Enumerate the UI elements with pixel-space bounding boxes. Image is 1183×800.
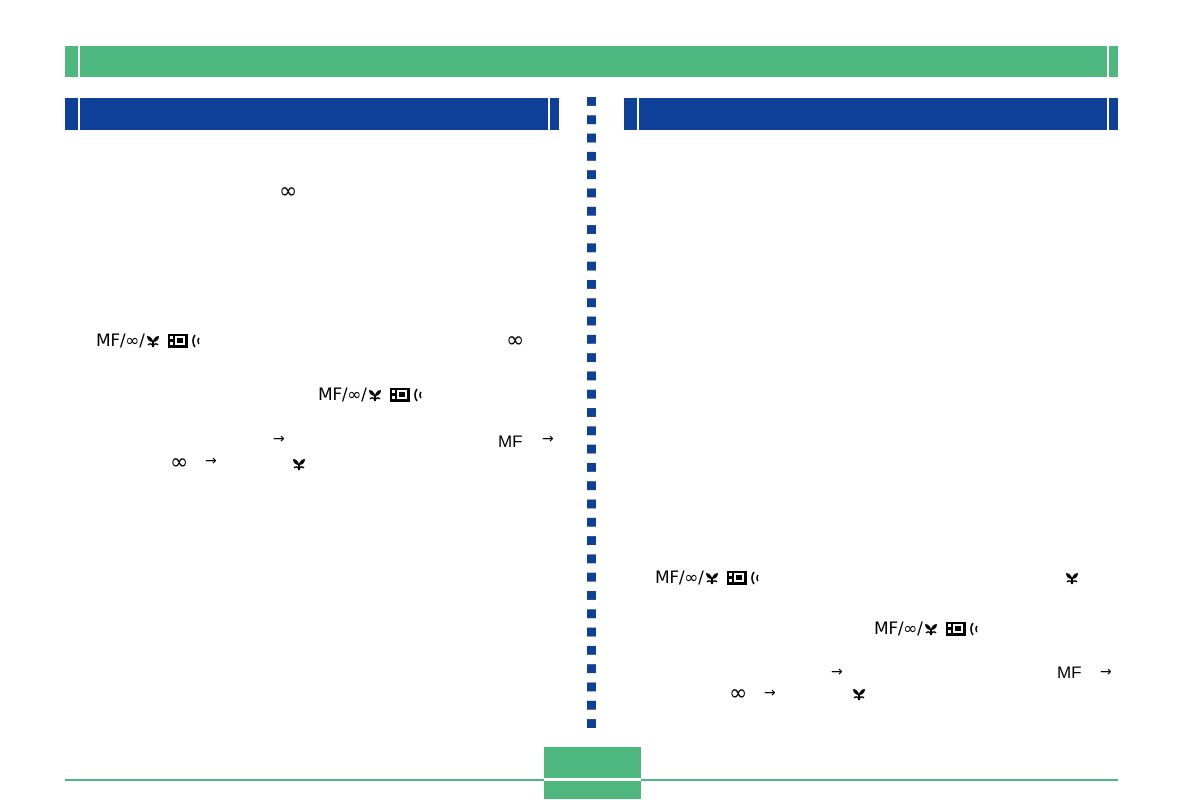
infinity-symbol: ∞ bbox=[170, 450, 189, 475]
arrow-symbol: → bbox=[764, 685, 776, 701]
arrow-symbol: → bbox=[542, 431, 554, 447]
arrow-symbol: → bbox=[205, 453, 217, 469]
infinity-symbol: ∞ bbox=[506, 328, 525, 353]
arrow-symbol: → bbox=[1100, 664, 1112, 680]
page-number-tab bbox=[544, 747, 641, 799]
lcd-monitor-icon bbox=[726, 571, 747, 585]
macro-flower-icon bbox=[293, 459, 305, 471]
footer-rule-left bbox=[65, 779, 544, 781]
macro-flower-icon bbox=[705, 573, 718, 585]
focus-button-combo: MF/∞/ bbox=[874, 619, 981, 639]
sound-wave-icon bbox=[413, 388, 422, 402]
column-divider bbox=[587, 97, 596, 737]
sound-wave-icon bbox=[969, 622, 978, 636]
left-section-header-bar bbox=[65, 98, 559, 130]
focus-combo-label: MF/∞/ bbox=[318, 385, 367, 405]
right-section-header-bar bbox=[624, 98, 1118, 130]
page-header-bar bbox=[65, 46, 1118, 77]
mf-label: MF bbox=[1057, 663, 1082, 682]
mf-label: MF bbox=[498, 432, 523, 451]
sound-wave-icon bbox=[750, 571, 759, 585]
macro-flower-icon bbox=[146, 336, 159, 348]
arrow-symbol: → bbox=[831, 664, 843, 680]
lcd-monitor-icon bbox=[389, 388, 410, 402]
focus-combo-label: MF/∞/ bbox=[874, 619, 923, 639]
infinity-symbol: ∞ bbox=[729, 681, 748, 706]
macro-flower-icon bbox=[1066, 573, 1078, 585]
infinity-symbol: ∞ bbox=[279, 179, 298, 204]
focus-button-combo: MF/∞/ bbox=[318, 385, 425, 405]
macro-flower-icon bbox=[368, 390, 381, 402]
lcd-monitor-icon bbox=[167, 334, 188, 348]
macro-flower-icon bbox=[853, 689, 865, 701]
footer-rule-right bbox=[641, 779, 1118, 781]
focus-button-combo: MF/∞/ bbox=[655, 568, 762, 588]
focus-combo-label: MF/∞/ bbox=[655, 568, 704, 588]
arrow-symbol: → bbox=[273, 431, 285, 447]
macro-flower-icon bbox=[924, 624, 937, 636]
sound-wave-icon bbox=[191, 334, 200, 348]
focus-button-combo: MF/∞/ bbox=[96, 331, 203, 351]
lcd-monitor-icon bbox=[945, 622, 966, 636]
focus-combo-label: MF/∞/ bbox=[96, 331, 145, 351]
